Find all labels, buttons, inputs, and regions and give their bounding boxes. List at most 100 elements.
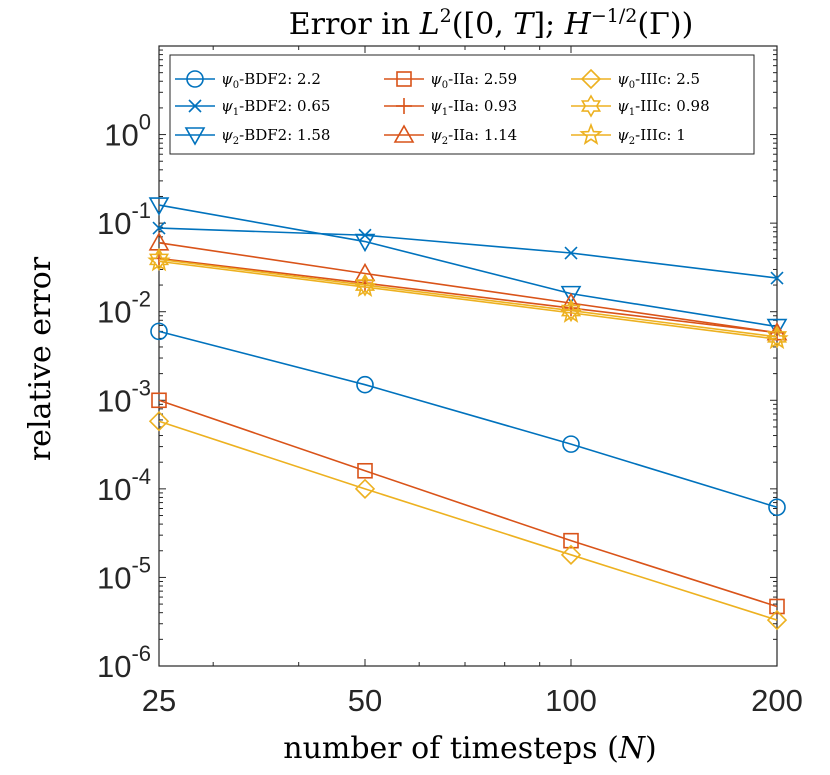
data-point	[150, 322, 168, 341]
diamond-marker	[354, 478, 376, 499]
legend-label-method: -IIa:	[448, 126, 484, 144]
legend-label-rate: 1.58	[297, 126, 330, 144]
data-point	[353, 274, 377, 297]
y-tick-exponent: -6	[131, 641, 151, 666]
pentagram-marker	[559, 300, 583, 323]
y-tick-base: 10	[104, 118, 138, 153]
legend-label-method: -BDF2:	[239, 70, 297, 88]
legend-item: ψ0-BDF2: 2.2	[175, 70, 321, 91]
legend-label: ψ1-IIa: 0.93	[430, 97, 517, 118]
y-tick-label: 10-3	[97, 375, 151, 418]
legend-marker	[396, 98, 412, 114]
data-point	[559, 300, 583, 323]
square-marker	[357, 462, 373, 479]
legend-label-psi: ψ	[430, 126, 442, 144]
series-8	[147, 249, 789, 350]
legend-label-psi: ψ	[221, 126, 233, 144]
data-point	[564, 246, 578, 260]
series-line	[158, 241, 778, 334]
circle-marker	[768, 498, 786, 517]
data-point	[148, 247, 170, 271]
legend-label-sub: 2	[233, 136, 239, 147]
y-tick-label: 100	[104, 110, 151, 153]
legend-label-psi: ψ	[617, 70, 629, 88]
legend-item: ψ1-BDF2: 0.65	[175, 97, 330, 118]
legend-label-method: -BDF2:	[239, 126, 297, 144]
data-point	[560, 544, 582, 565]
x-marker-stroke	[152, 221, 166, 235]
x-marker-stroke	[770, 271, 784, 285]
y-tick-base: 10	[97, 206, 131, 241]
data-point	[766, 609, 788, 631]
legend-label-rate: 0.98	[676, 97, 709, 115]
legend-label-psi: ψ	[221, 70, 233, 88]
y-tick-base: 10	[97, 649, 131, 684]
series-2	[148, 197, 788, 338]
pentagram-marker	[579, 122, 603, 145]
y-tick-base: 10	[97, 383, 131, 418]
legend-item: ψ0-IIIc: 2.5	[571, 68, 700, 91]
chart-title: Error in L2([0, T]; H−1/2(Γ))	[289, 5, 694, 42]
y-tick-exponent: -1	[131, 198, 151, 223]
series-line	[158, 399, 778, 608]
legend-label-sub: 1	[442, 107, 448, 118]
hexagram-marker	[354, 273, 376, 297]
legend-item: ψ0-IIa: 2.59	[384, 70, 517, 91]
legend-label-sub: 1	[629, 107, 635, 118]
series-group	[147, 197, 789, 631]
legend-label: ψ0-IIa: 2.59	[430, 70, 517, 91]
hexagram-marker	[560, 298, 582, 323]
legend-label-method: -IIIc:	[635, 126, 676, 144]
data-point	[152, 221, 166, 235]
series-line	[158, 204, 778, 328]
hexagram-marker	[580, 94, 602, 118]
data-point	[151, 392, 167, 409]
series-line	[158, 260, 778, 340]
data-point	[769, 598, 785, 615]
data-point	[768, 498, 786, 517]
legend-marker	[184, 127, 206, 146]
diamond-marker	[148, 411, 170, 432]
data-point	[148, 411, 170, 432]
legend-label: ψ2-BDF2: 1.58	[221, 126, 330, 147]
x-tick-label: 25	[142, 683, 176, 718]
circle-marker	[150, 322, 168, 341]
legend-label-sub: 1	[233, 107, 239, 118]
series-7	[148, 247, 788, 349]
legend-label-psi: ψ	[221, 97, 233, 115]
data-point	[354, 273, 376, 297]
triangle-down-marker	[766, 318, 788, 338]
triangle-down-marker	[184, 127, 206, 146]
circle-marker	[356, 375, 374, 394]
legend-label-method: -IIa:	[448, 97, 484, 115]
series-6	[148, 411, 788, 631]
series-line	[158, 227, 778, 279]
legend-label-sub: 0	[233, 80, 239, 91]
series-line	[158, 420, 778, 621]
triangle-up-marker	[354, 262, 376, 282]
pentagram-marker	[147, 249, 171, 272]
series-line	[158, 258, 778, 338]
legend-marker	[186, 70, 204, 88]
y-tick-exponent: -3	[131, 375, 151, 400]
legend-label-method: -IIIc:	[635, 97, 676, 115]
square-marker	[396, 71, 412, 87]
legend-label-rate: 0.65	[297, 97, 330, 115]
y-tick-label: 10-5	[97, 552, 151, 595]
square-marker	[563, 532, 579, 549]
y-tick-label: 10-1	[97, 198, 151, 241]
legend-label-psi: ψ	[617, 126, 629, 144]
legend-label-psi: ψ	[430, 70, 442, 88]
data-point	[766, 318, 788, 338]
pentagram-marker	[765, 326, 789, 350]
legend-item: ψ2-BDF2: 1.58	[175, 126, 330, 147]
y-tick-label: 10-4	[97, 464, 151, 507]
legend-marker	[188, 99, 202, 113]
y-axis-title: relative error	[23, 256, 58, 461]
legend-marker	[580, 68, 602, 90]
series-3	[151, 392, 785, 615]
x-tick-label: 100	[545, 683, 597, 718]
